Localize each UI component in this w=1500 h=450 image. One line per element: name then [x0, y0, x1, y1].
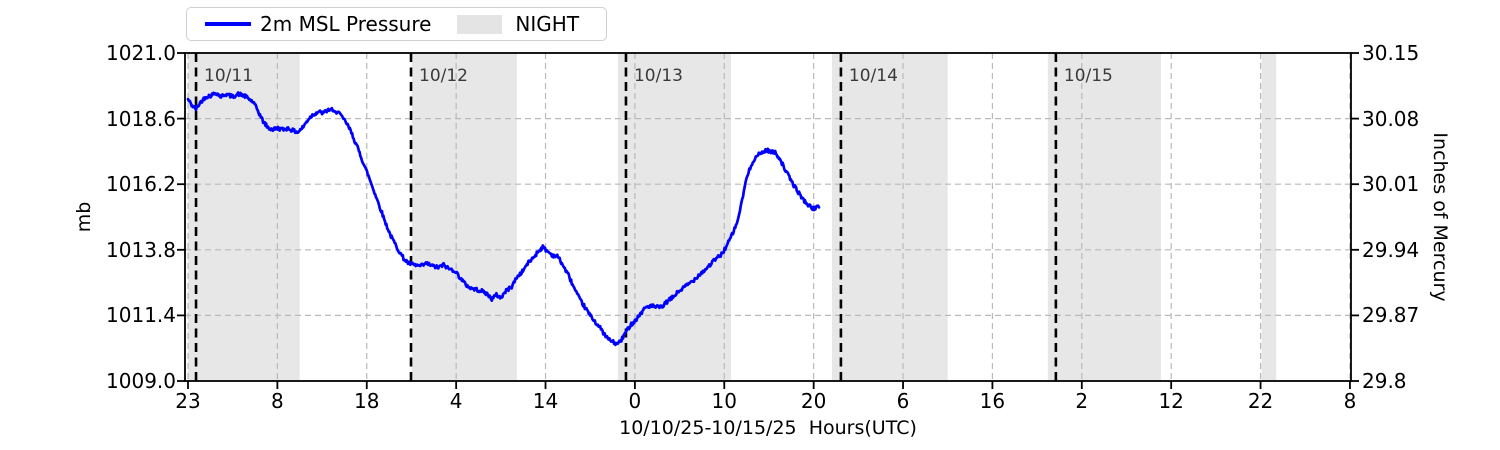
x-tick-label: 14 — [532, 389, 559, 413]
x-tick-label: 6 — [896, 389, 910, 413]
x-tick-label: 23 — [175, 389, 201, 413]
date-label: 10/15 — [1063, 66, 1113, 86]
y-tick-label-left: 1021.0 — [106, 41, 176, 65]
x-tick-label: 4 — [449, 389, 463, 413]
y-tick-label-right: 29.8 — [1362, 369, 1407, 393]
pressure-line — [186, 91, 821, 347]
legend-line-swatch — [205, 22, 251, 26]
date-label: 10/13 — [633, 66, 683, 86]
x-axis-label: 10/10/25-10/15/25 Hours(UTC) — [619, 417, 917, 439]
y-tick-label-left: 1013.8 — [106, 237, 176, 262]
y-tick-label-left: 1018.6 — [106, 106, 176, 131]
x-tick-label: 0 — [628, 389, 642, 413]
y-tick-label-right: 30.15 — [1362, 41, 1420, 65]
night-band — [1047, 53, 1161, 381]
y-tick-label-left: 1011.4 — [106, 303, 176, 328]
y-axis-label-right: Inches of Mercury — [1429, 132, 1451, 302]
date-label: 10/14 — [848, 66, 898, 86]
night-band — [617, 53, 731, 381]
night-band — [411, 53, 517, 381]
y-tick-label-left: 1016.2 — [106, 172, 176, 197]
legend-series-label: 2m MSL Pressure — [260, 12, 432, 36]
plot-border — [184, 52, 1352, 382]
y-tick-label-right: 29.94 — [1362, 237, 1420, 262]
y-tick-label-right: 30.08 — [1362, 106, 1420, 131]
x-tick-label: 10 — [711, 389, 737, 413]
date-label: 10/11 — [204, 66, 254, 86]
date-label: 10/12 — [419, 66, 468, 86]
y-tick-label-right: 29.87 — [1362, 303, 1420, 328]
legend-night-swatch — [457, 14, 503, 34]
night-band — [188, 53, 300, 381]
y-tick-label-right: 30.01 — [1362, 172, 1420, 197]
chart-legend: 2m MSL Pressure NIGHT — [186, 7, 607, 41]
x-tick-label: 16 — [979, 389, 1006, 413]
x-tick-label: 8 — [271, 389, 284, 413]
x-tick-label: 22 — [1247, 389, 1274, 413]
x-tick-label: 18 — [354, 389, 380, 413]
night-band — [831, 53, 948, 381]
x-tick-label: 12 — [1158, 389, 1184, 413]
y-tick-label-left: 1009.0 — [106, 369, 176, 393]
x-tick-label: 20 — [800, 389, 827, 413]
y-axis-label-left: mb — [73, 201, 95, 233]
x-tick-label: 2 — [1075, 389, 1089, 413]
legend-night-label: NIGHT — [515, 12, 580, 36]
night-band — [1261, 53, 1277, 381]
x-tick-label: 8 — [1343, 389, 1357, 413]
